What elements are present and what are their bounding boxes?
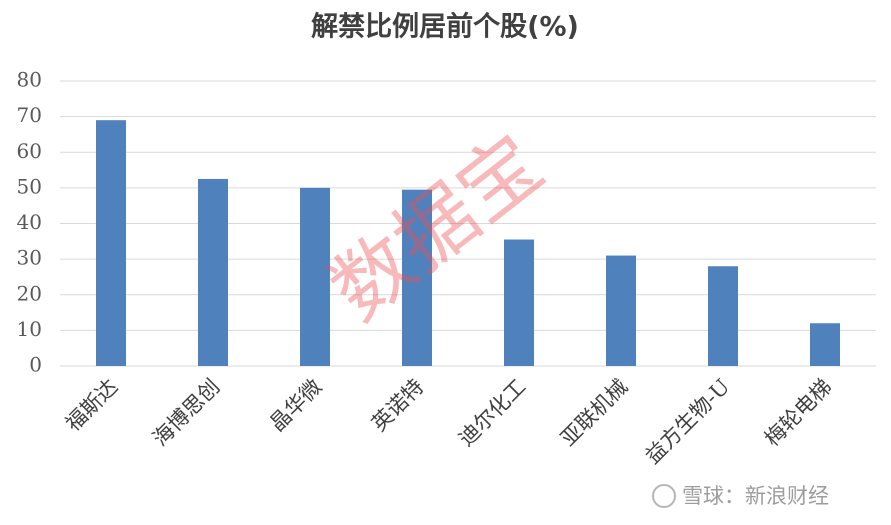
bar (810, 323, 840, 366)
x-tick-label: 海博思创 (148, 374, 224, 450)
bar (606, 255, 636, 366)
bar (300, 187, 330, 366)
y-tick-label: 50 (17, 174, 42, 198)
source-mark: 雪球：新浪财经 (682, 484, 829, 508)
y-tick-label: 70 (17, 103, 42, 127)
y-tick-label: 0 (29, 353, 42, 377)
y-tick-label: 20 (17, 281, 42, 305)
y-tick-label: 60 (17, 139, 42, 163)
x-tick-label: 福斯达 (61, 374, 123, 436)
x-tick-label: 迪尔化工 (454, 374, 530, 450)
y-tick-label: 10 (17, 317, 42, 341)
bar (708, 266, 738, 366)
source-icon (652, 484, 676, 508)
y-tick-label: 80 (17, 68, 42, 92)
x-tick-label: 晶华微 (265, 374, 327, 436)
y-tick-label: 30 (17, 246, 42, 270)
chart-title: 解禁比例居前个股(%) (311, 11, 579, 43)
x-tick-label: 英诺特 (367, 374, 429, 436)
bar (402, 189, 432, 366)
x-tick-label: 亚联机械 (556, 374, 632, 450)
x-tick-label: 梅轮电梯 (760, 374, 836, 450)
bar (504, 239, 534, 366)
x-tick-label: 益方生物-U (641, 374, 735, 468)
bar (96, 120, 126, 366)
y-tick-label: 40 (17, 210, 42, 234)
bar (198, 178, 228, 366)
